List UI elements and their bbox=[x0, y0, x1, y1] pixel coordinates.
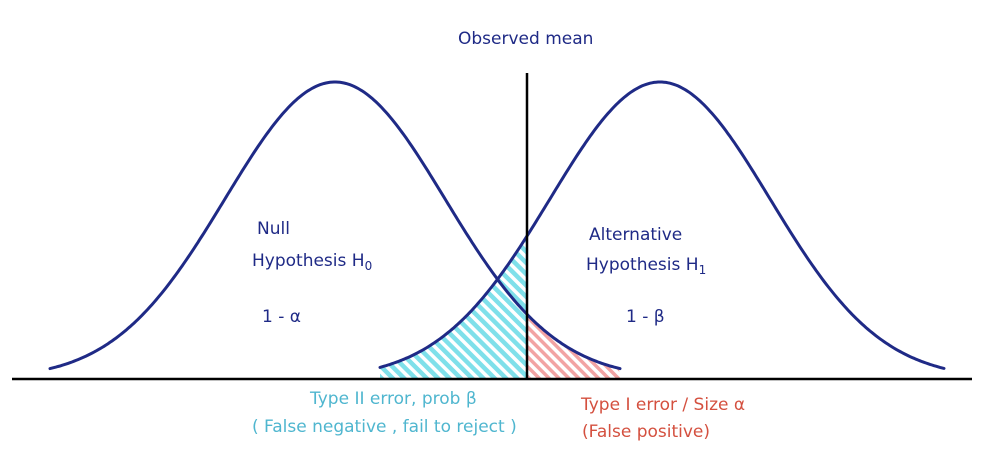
null-hypothesis-label-line1: Null bbox=[257, 219, 290, 239]
type-ii-error-description: ( False negative , fail to reject ) bbox=[252, 417, 517, 437]
null-hypothesis-text: Hypothesis H bbox=[252, 251, 365, 271]
alternative-distribution-curve bbox=[378, 80, 946, 370]
type-i-error-label: Type I error / Size α bbox=[580, 395, 745, 415]
type-i-error-region bbox=[527, 314, 620, 379]
type-i-error-description: (False positive) bbox=[582, 422, 710, 442]
null-hypothesis-label-line2: Hypothesis H0 bbox=[252, 251, 372, 273]
type-ii-error-region bbox=[380, 236, 527, 379]
alternative-hypothesis-label-line2: Hypothesis H1 bbox=[586, 255, 706, 277]
null-hypothesis-subscript: 0 bbox=[365, 259, 373, 273]
observed-mean-label: Observed mean bbox=[458, 29, 593, 49]
null-area-label: 1 - α bbox=[262, 307, 301, 327]
null-distribution-curve bbox=[48, 80, 622, 371]
type-ii-error-label: Type II error, prob β bbox=[309, 389, 477, 409]
alternative-hypothesis-subscript: 1 bbox=[699, 263, 707, 277]
alternative-hypothesis-text: Hypothesis H bbox=[586, 255, 699, 275]
alternative-area-label: 1 - β bbox=[626, 307, 665, 327]
alternative-hypothesis-label-line1: Alternative bbox=[589, 225, 682, 245]
